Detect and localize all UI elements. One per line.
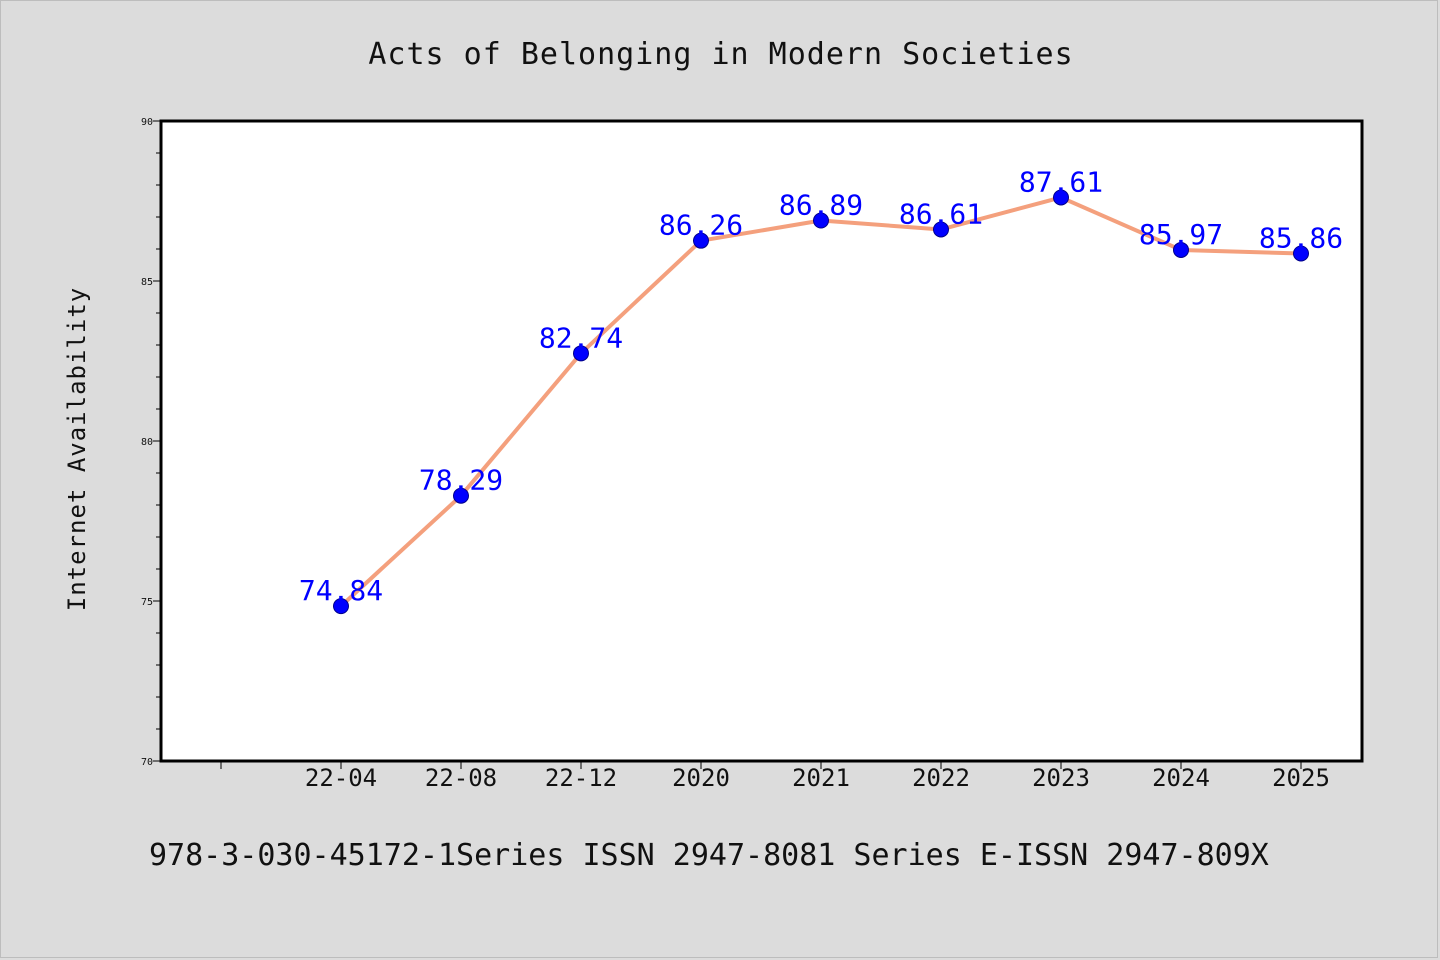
x-tick-label: 2020 xyxy=(672,764,730,792)
data-point xyxy=(573,345,589,362)
data-label: 86.89 xyxy=(779,189,863,222)
y-tick-label: 70 xyxy=(141,757,153,768)
x-tick-label: 2024 xyxy=(1152,764,1210,792)
data-label: 78.29 xyxy=(419,464,503,497)
chart-title: Acts of Belonging in Modern Societies xyxy=(368,37,1073,72)
series-group: 74.84 78.29 82.74 86.26 86.89 86.61 87.61 85.97… xyxy=(299,165,1343,615)
y-tick-label: 80 xyxy=(141,437,153,448)
y-axis-label: Internet Availability xyxy=(63,287,91,611)
x-tick-label: 22-08 xyxy=(425,764,497,792)
data-point xyxy=(933,221,949,238)
y-tick-label: 85 xyxy=(141,277,153,288)
data-point xyxy=(1173,241,1189,258)
data-label: 85.97 xyxy=(1139,218,1223,251)
data-point xyxy=(693,232,709,249)
data-label: 86.61 xyxy=(899,197,983,230)
y-tick-label: 75 xyxy=(141,597,153,608)
x-tick-label: 2022 xyxy=(912,764,970,792)
data-point xyxy=(333,598,349,615)
data-label: 86.26 xyxy=(659,209,743,242)
x-tick-label: 2025 xyxy=(1272,764,1330,792)
data-label: 85.86 xyxy=(1259,221,1343,254)
x-tick-label: 22-04 xyxy=(305,764,377,792)
data-point xyxy=(813,212,829,229)
plot-area xyxy=(161,121,1362,761)
data-label: 74.84 xyxy=(299,574,383,607)
y-tick-label: 90 xyxy=(141,117,153,128)
data-label: 82.74 xyxy=(539,321,623,354)
footer-isbn-issn: 978-3-030-45172-1Series ISSN 2947-8081 S… xyxy=(149,838,1269,873)
axis-ticks: 70 75 80 85 90 22-04 22-08 22-12 2020 2021 2022 202… xyxy=(141,117,1330,792)
x-tick-label: 2021 xyxy=(792,764,850,792)
data-point xyxy=(1293,245,1309,262)
data-label: 87.61 xyxy=(1019,165,1103,198)
x-tick-label: 22-12 xyxy=(545,764,617,792)
x-tick-label: 2023 xyxy=(1032,764,1090,792)
data-point xyxy=(1053,189,1069,206)
data-point xyxy=(453,487,469,504)
plot-frame xyxy=(159,119,1364,763)
